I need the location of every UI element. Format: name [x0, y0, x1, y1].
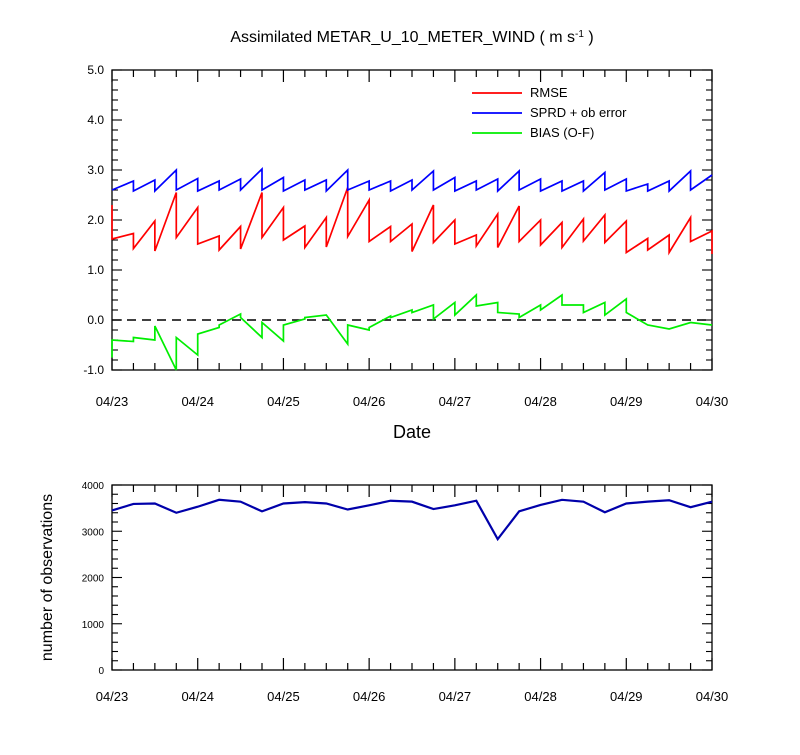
x-tick-label: 04/28: [524, 689, 557, 704]
y-tick-label: 2.0: [87, 213, 104, 227]
y-tick-label: 2000: [82, 574, 105, 585]
series-line: [111, 293, 713, 371]
y-tick-label: 0: [98, 666, 104, 677]
y-tick-label: 1.0: [87, 263, 104, 277]
y-tick-label: 4000: [82, 481, 105, 492]
x-tick-label: 04/23: [96, 689, 129, 704]
series-line: [111, 187, 713, 256]
x-tick-label: 04/27: [439, 689, 472, 704]
legend-label: RMSE: [530, 85, 568, 100]
x-tick-label: 04/30: [696, 689, 729, 704]
bottom-panel: 0 1000 2000 3000 4000 04/23 04/24 04/25 04/26 04/…: [39, 481, 728, 704]
x-tick-label: 04/25: [267, 689, 300, 704]
x-tick-label: 04/26: [353, 689, 386, 704]
x-tick-label: 04/24: [181, 394, 214, 409]
series-line: [111, 498, 713, 542]
x-tick-label: 04/29: [610, 689, 643, 704]
x-tick-label: 04/29: [610, 394, 643, 409]
chart-title-end: ): [584, 29, 594, 46]
chart-title-main: Assimilated METAR_U_10_METER_WIND ( m s: [230, 29, 575, 46]
plot-frame: [111, 484, 713, 671]
x-tick-label: 04/27: [439, 394, 472, 409]
y-tick-label: 3000: [82, 527, 105, 538]
y-axis-label: number of observations: [39, 494, 56, 661]
x-tick-label: 04/24: [181, 689, 214, 704]
x-tick-label: 04/30: [696, 394, 729, 409]
x-tick-label: 04/28: [524, 394, 557, 409]
y-tick-label: 3.0: [87, 163, 104, 177]
top-panel: -1.0 0.0 1.0 2.0 3.0 4.0 5.0 04/23 04/24 04/25 04/…: [83, 29, 728, 443]
x-axis-label: Date: [393, 422, 431, 442]
chart-title-superscript: -1: [575, 29, 584, 40]
x-tick-label: 04/25: [267, 394, 300, 409]
legend-label: BIAS (O-F): [530, 125, 594, 140]
y-tick-label: 0.0: [87, 313, 104, 327]
y-tick-label: -1.0: [83, 363, 104, 377]
legend: RMSE SPRD + ob error BIAS (O-F): [472, 85, 627, 140]
x-tick-label: 04/26: [353, 394, 386, 409]
series-line: [111, 166, 713, 194]
chart-title: Assimilated METAR_U_10_METER_WIND ( m s-…: [230, 29, 593, 47]
y-tick-label: 1000: [82, 620, 105, 631]
x-tick-label: 04/23: [96, 394, 129, 409]
y-tick-label: 5.0: [87, 63, 104, 77]
legend-label: SPRD + ob error: [530, 105, 627, 120]
y-tick-label: 4.0: [87, 113, 104, 127]
